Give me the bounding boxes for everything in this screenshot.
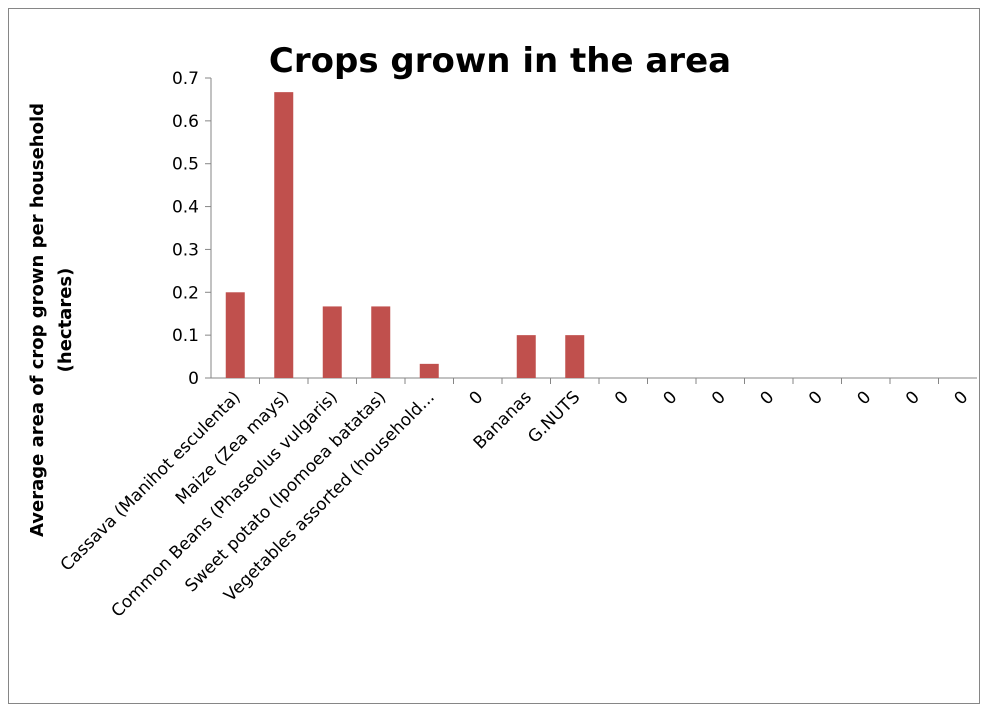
category-label: 0: [659, 387, 681, 409]
bar: [565, 335, 585, 378]
category-labels: Cassava (Manihot esculenta)Maize (Zea ma…: [57, 387, 973, 621]
category-label: 0: [902, 387, 924, 409]
chart-area: [8, 8, 980, 704]
bar: [322, 306, 342, 378]
y-tick-label: 0.2: [172, 283, 199, 303]
category-label: 0: [950, 387, 972, 409]
category-label: G.NUTS: [524, 387, 584, 447]
y-axis-title-line-2: (hectares): [55, 268, 76, 373]
y-axis-title-line-1: Average area of crop grown per household: [27, 103, 48, 537]
y-tick-label: 0.5: [172, 155, 199, 175]
category-label: 0: [465, 387, 487, 409]
bar: [274, 92, 294, 379]
category-label: 0: [708, 387, 730, 409]
y-axis: 0 0.1 0.2 0.3 0.4 0.5 0.6 0.7: [172, 69, 212, 389]
y-tick-label: 0.3: [172, 240, 199, 260]
y-tick-label: 0.7: [172, 69, 199, 89]
category-label: 0: [611, 387, 633, 409]
bar: [516, 335, 536, 378]
chart-title: Crops grown in the area: [269, 41, 731, 81]
category-label: 0: [853, 387, 875, 409]
bar: [419, 363, 439, 378]
category-label: 0: [756, 387, 778, 409]
y-tick-label: 0.4: [172, 198, 199, 218]
bar: [371, 306, 391, 378]
y-tick-label: 0.6: [172, 112, 199, 132]
bar: [225, 292, 245, 378]
category-label: 0: [805, 387, 827, 409]
bars: [225, 92, 585, 379]
y-tick-label: 0: [188, 369, 199, 389]
y-tick-label: 0.1: [172, 326, 199, 346]
x-axis: [211, 377, 977, 384]
